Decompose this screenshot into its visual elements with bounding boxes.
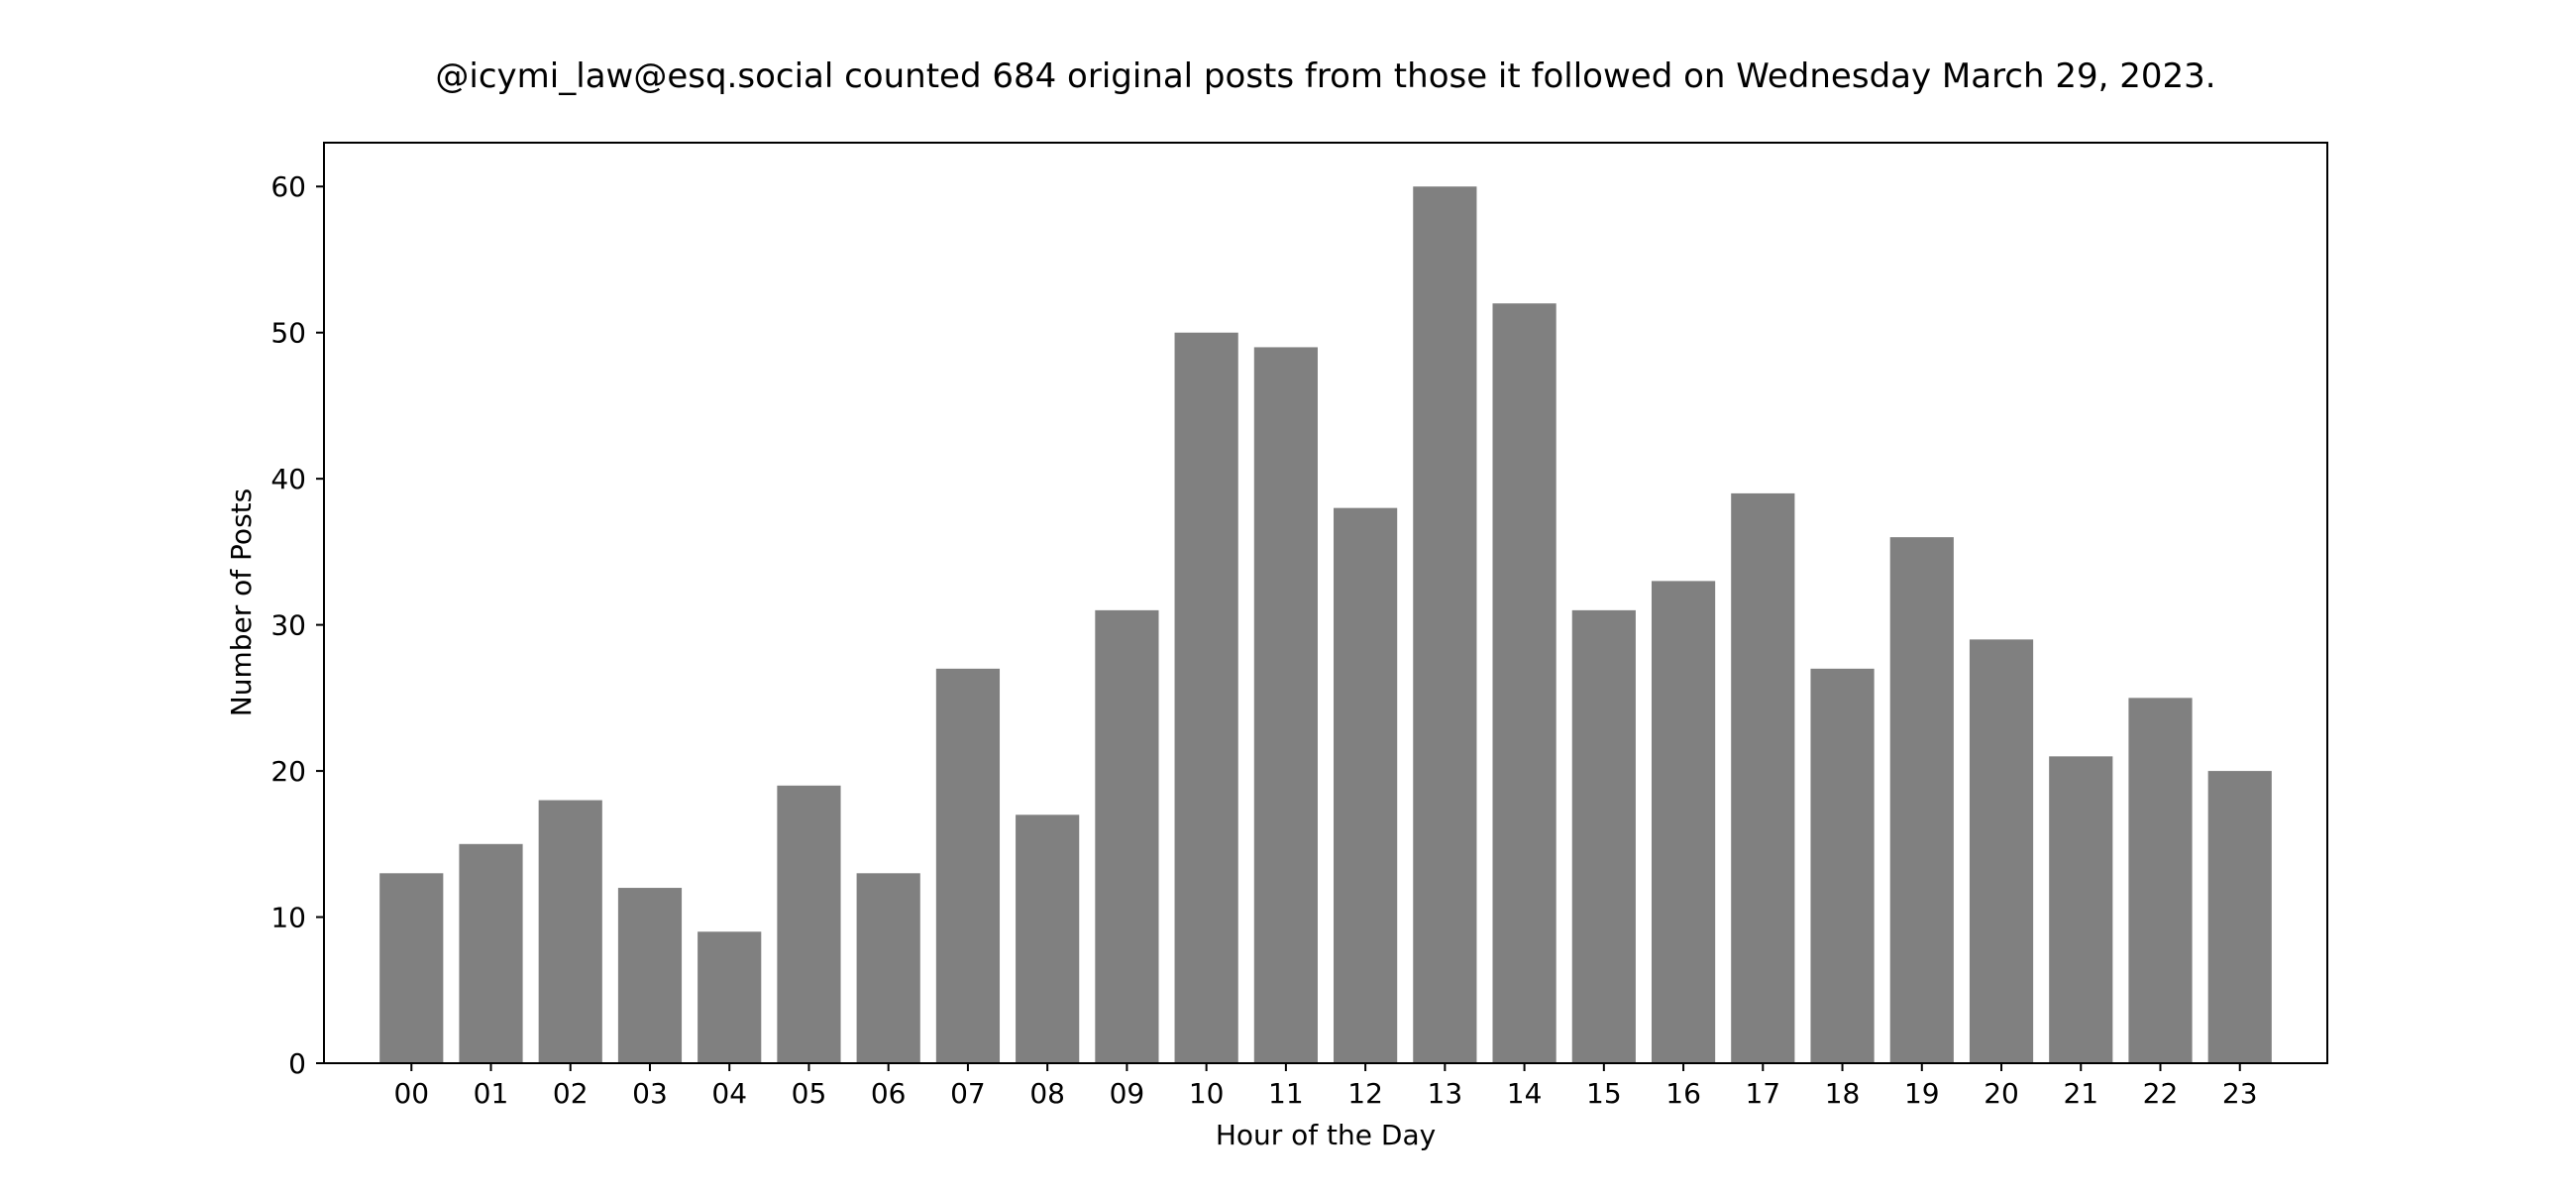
x-tick-label-13: 13 bbox=[1428, 1077, 1463, 1110]
x-tick-label-09: 09 bbox=[1110, 1077, 1145, 1110]
bar-05 bbox=[777, 785, 841, 1063]
x-tick-label-15: 15 bbox=[1586, 1077, 1622, 1110]
y-axis: 0 10 20 30 40 50 60 bbox=[270, 170, 324, 1080]
bar-23 bbox=[2207, 771, 2272, 1063]
y-tick-label-20: 20 bbox=[270, 755, 306, 788]
x-tick-label-00: 00 bbox=[393, 1077, 429, 1110]
bar-11 bbox=[1253, 347, 1318, 1063]
bar-07 bbox=[935, 668, 1001, 1063]
bar-12 bbox=[1334, 507, 1398, 1063]
bar-13 bbox=[1413, 186, 1477, 1063]
bar-18 bbox=[1810, 668, 1875, 1063]
y-tick-label-40: 40 bbox=[270, 463, 306, 495]
y-tick-label-30: 30 bbox=[270, 609, 306, 642]
bar-21 bbox=[2049, 756, 2113, 1063]
bar-09 bbox=[1095, 609, 1159, 1063]
bar-14 bbox=[1492, 303, 1556, 1063]
x-tick-label-12: 12 bbox=[1347, 1077, 1383, 1110]
bar-01 bbox=[459, 843, 523, 1063]
x-axis-label: Hour of the Day bbox=[1216, 1119, 1436, 1151]
x-tick-label-23: 23 bbox=[2222, 1077, 2258, 1110]
x-tick-label-17: 17 bbox=[1745, 1077, 1780, 1110]
chart-title: @icymi_law@esq.social counted 684 origin… bbox=[435, 56, 2215, 96]
bar-04 bbox=[698, 931, 762, 1063]
bar-16 bbox=[1651, 581, 1716, 1063]
x-tick-label-11: 11 bbox=[1268, 1077, 1304, 1110]
y-tick-label-0: 0 bbox=[288, 1047, 306, 1080]
bar-15 bbox=[1571, 609, 1636, 1063]
x-tick-label-19: 19 bbox=[1904, 1077, 1940, 1110]
x-axis: 00 01 02 03 04 05 06 07 08 09 10 11 12 13 14 15 16 17 18 19… bbox=[393, 1063, 2258, 1110]
y-tick-label-60: 60 bbox=[270, 170, 306, 203]
x-tick-label-03: 03 bbox=[632, 1077, 668, 1110]
x-tick-label-18: 18 bbox=[1825, 1077, 1861, 1110]
x-tick-label-05: 05 bbox=[792, 1077, 827, 1110]
plot-frame bbox=[323, 142, 2328, 1064]
y-tick-label-50: 50 bbox=[270, 317, 306, 350]
bar-00 bbox=[379, 873, 444, 1063]
x-tick-label-20: 20 bbox=[1984, 1077, 2019, 1110]
bar-20 bbox=[1969, 639, 2034, 1063]
x-tick-label-16: 16 bbox=[1665, 1077, 1701, 1110]
x-tick-label-14: 14 bbox=[1507, 1077, 1543, 1110]
bar-03 bbox=[617, 888, 683, 1063]
x-tick-label-21: 21 bbox=[2063, 1077, 2098, 1110]
x-tick-label-01: 01 bbox=[474, 1077, 509, 1110]
bar-17 bbox=[1731, 492, 1795, 1063]
bar-22 bbox=[2128, 698, 2193, 1063]
bar-08 bbox=[1016, 814, 1080, 1063]
x-tick-label-04: 04 bbox=[711, 1077, 747, 1110]
bar-10 bbox=[1174, 332, 1238, 1063]
bar-06 bbox=[856, 873, 920, 1063]
y-tick-label-10: 10 bbox=[270, 902, 306, 934]
bar-02 bbox=[538, 800, 602, 1063]
x-tick-label-02: 02 bbox=[553, 1077, 589, 1110]
bars-layer bbox=[379, 186, 2272, 1063]
x-tick-label-08: 08 bbox=[1029, 1077, 1065, 1110]
x-tick-label-07: 07 bbox=[950, 1077, 986, 1110]
x-tick-label-22: 22 bbox=[2143, 1077, 2179, 1110]
x-tick-label-10: 10 bbox=[1189, 1077, 1225, 1110]
bar-19 bbox=[1889, 537, 1954, 1063]
y-axis-label: Number of Posts bbox=[225, 488, 258, 716]
x-tick-label-06: 06 bbox=[871, 1077, 907, 1110]
